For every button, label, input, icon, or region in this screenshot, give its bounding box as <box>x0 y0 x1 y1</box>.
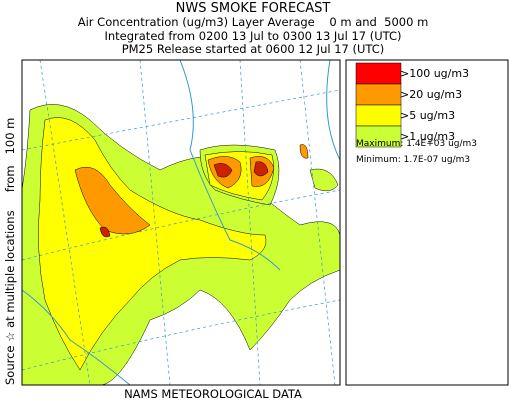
legend-label: >20 ug/m3 <box>400 88 462 101</box>
title: NWS SMOKE FORECAST <box>176 1 331 16</box>
subtitle: Integrated from 0200 13 Jul to 0300 13 J… <box>104 29 401 43</box>
subtitle: PM25 Release started at 0600 12 Jul 17 (… <box>122 42 385 56</box>
legend-label: >1 ug/m3 <box>400 130 455 143</box>
legend-swatch <box>355 62 402 85</box>
minimum: Minimum: 1.7E-07 ug/m3 <box>356 155 470 165</box>
side-label: Source ☆ at multiple locations from 100 … <box>3 118 17 385</box>
legend-swatch <box>355 83 402 106</box>
subtitle: Air Concentration (ug/m3) Layer Average … <box>78 15 429 29</box>
map <box>21 59 341 386</box>
legend-label: >5 ug/m3 <box>400 109 455 122</box>
maximum: Maximum: 1.4E+03 ug/m3 <box>356 139 477 149</box>
legend-swatch <box>355 104 402 127</box>
legend-label: >100 ug/m3 <box>400 67 469 80</box>
footer: NAMS METEOROLOGICAL DATA <box>124 387 302 401</box>
legend: >100 ug/m3 >20 ug/m3 >5 ug/m3 >1 ug/m3 M… <box>345 59 509 386</box>
legend-swatch <box>355 125 402 148</box>
